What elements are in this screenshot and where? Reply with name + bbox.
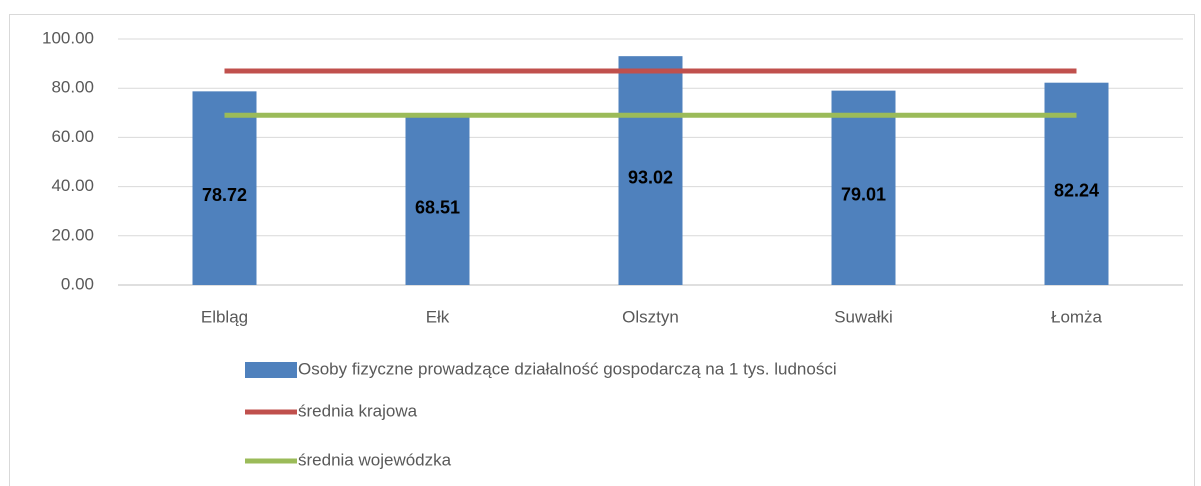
bar (405, 116, 470, 286)
legend-label: średnia krajowa (298, 401, 418, 420)
x-tick-label: Łomża (1051, 307, 1103, 326)
bar (618, 56, 683, 285)
y-tick-label: 0.00 (61, 274, 94, 293)
y-tick-label: 60.00 (51, 127, 94, 146)
data-label: 93.02 (628, 167, 673, 187)
x-tick-label: Olsztyn (622, 307, 679, 326)
data-label: 79.01 (841, 185, 886, 205)
bar (192, 91, 257, 285)
data-label: 78.72 (202, 185, 247, 205)
y-tick-label: 100.00 (42, 28, 94, 47)
data-label: 82.24 (1054, 181, 1099, 201)
chart-frame (9, 14, 1195, 486)
legend-swatch (245, 362, 297, 378)
bar (831, 90, 896, 285)
y-tick-label: 20.00 (51, 225, 94, 244)
data-label: 68.51 (415, 197, 460, 217)
legend-label: średnia wojewódzka (298, 450, 452, 469)
x-tick-label: Elbląg (201, 307, 248, 326)
x-tick-label: Ełk (426, 307, 450, 326)
y-tick-label: 80.00 (51, 78, 94, 97)
y-tick-label: 40.00 (51, 176, 94, 195)
legend-label: Osoby fizyczne prowadzące działalność go… (298, 359, 837, 378)
x-tick-label: Suwałki (834, 307, 893, 326)
